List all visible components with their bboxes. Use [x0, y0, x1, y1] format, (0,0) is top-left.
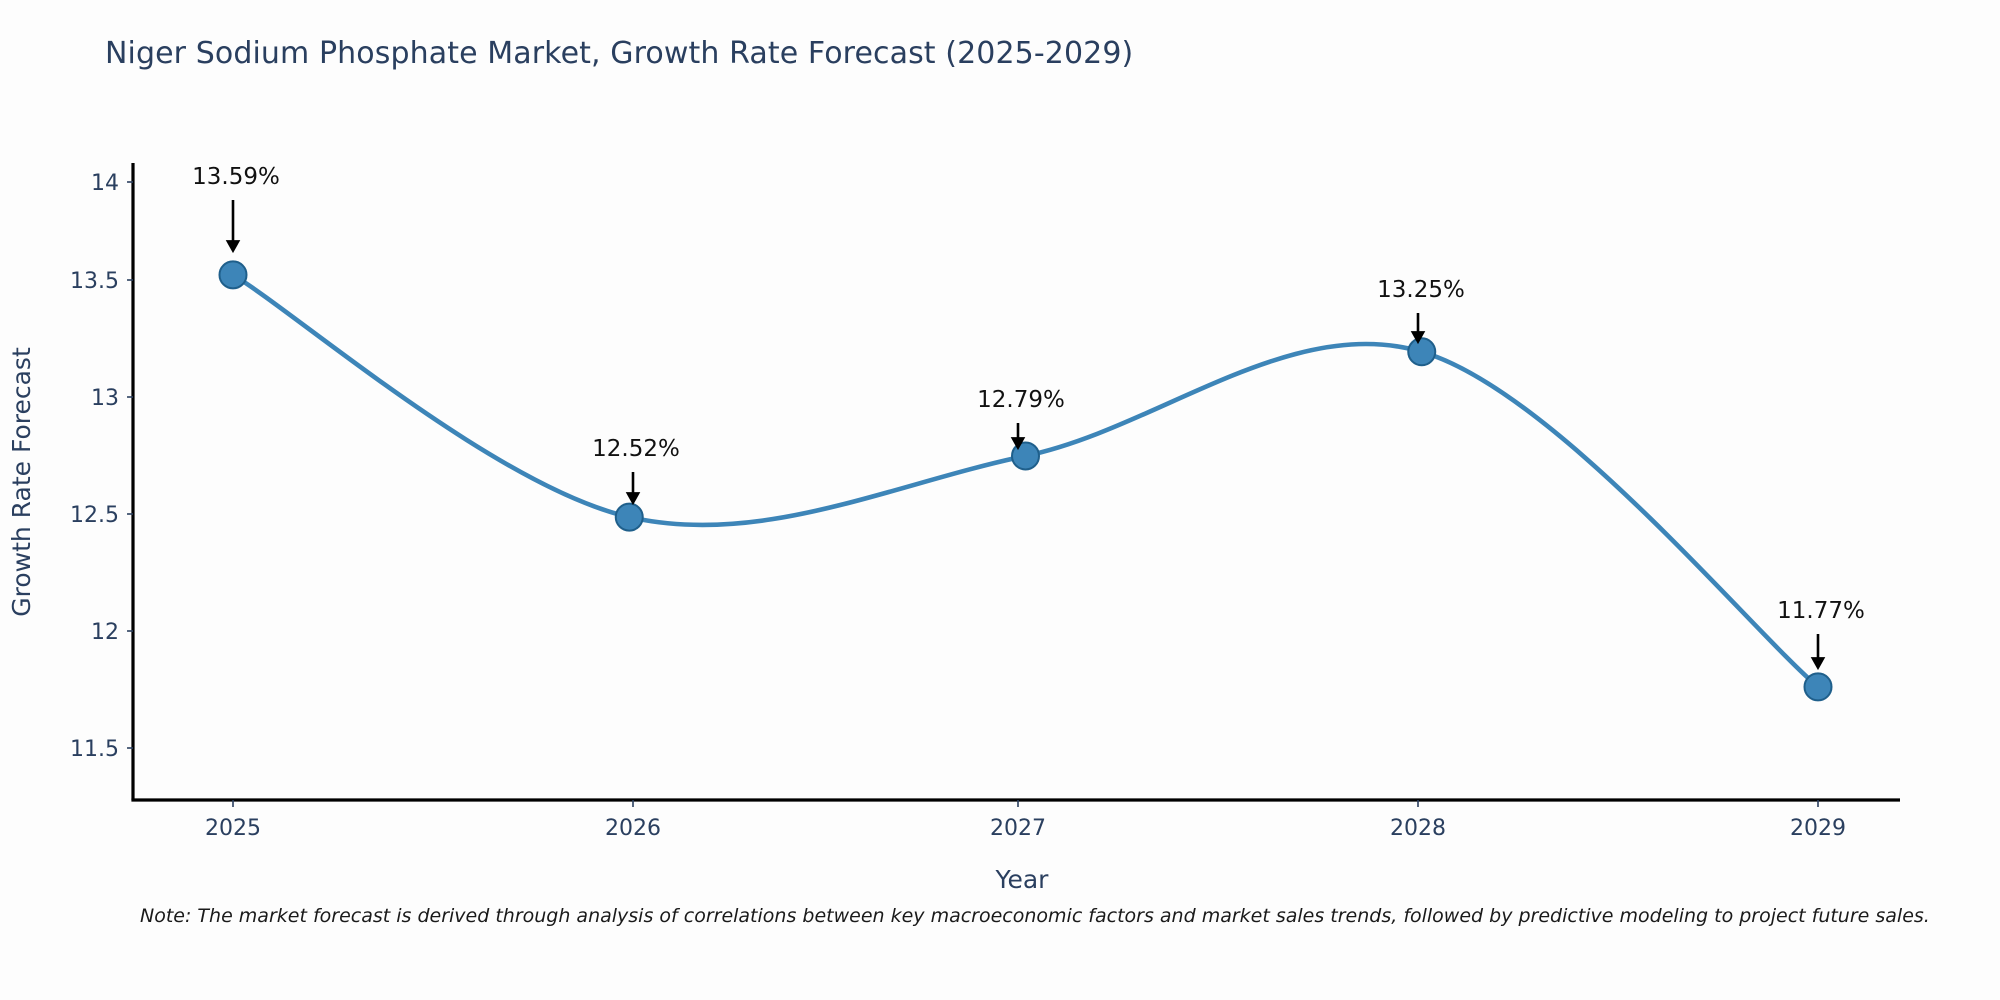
- data-point-markers: [218, 260, 1833, 702]
- data-point-2028: [1407, 337, 1437, 367]
- data-point-2026: [614, 502, 644, 532]
- y-tick-label-14: 14: [91, 171, 119, 196]
- x-axis-ticks: [232, 800, 1819, 807]
- data-label-2027: 12.79%: [977, 387, 1065, 413]
- data-label-2026: 12.52%: [592, 436, 680, 462]
- x-tick-label-2025: 2025: [205, 816, 261, 841]
- x-tick-label-2026: 2026: [605, 816, 661, 841]
- data-point-2027: [1011, 441, 1040, 471]
- y-tick-label-12: 12: [91, 620, 119, 645]
- y-axis-ticks: [127, 181, 133, 749]
- y-tick-label-11-5: 11.5: [70, 737, 119, 762]
- x-tick-label-2028: 2028: [1390, 816, 1446, 841]
- data-label-2028: 13.25%: [1377, 277, 1465, 303]
- data-line-growth-rate: [230, 272, 1821, 690]
- footnote-text: Note: The market forecast is derived thr…: [140, 905, 1930, 927]
- data-point-2029: [1803, 672, 1833, 702]
- data-label-2025: 13.59%: [192, 164, 280, 190]
- annotation-arrows: [225, 200, 1826, 671]
- page-title: Niger Sodium Phosphate Market, Growth Ra…: [105, 36, 1134, 71]
- data-point-2025: [218, 260, 248, 290]
- data-label-2029: 11.77%: [1777, 598, 1865, 624]
- y-tick-label-13: 13: [91, 386, 119, 411]
- y-tick-label-12-5: 12.5: [70, 503, 119, 528]
- y-tick-label-13-5: 13.5: [70, 269, 119, 294]
- x-tick-label-2029: 2029: [1790, 816, 1846, 841]
- y-axis-title: Growth Rate Forecast: [7, 347, 36, 617]
- x-tick-label-2027: 2027: [990, 816, 1046, 841]
- x-axis-title: Year: [995, 865, 1050, 894]
